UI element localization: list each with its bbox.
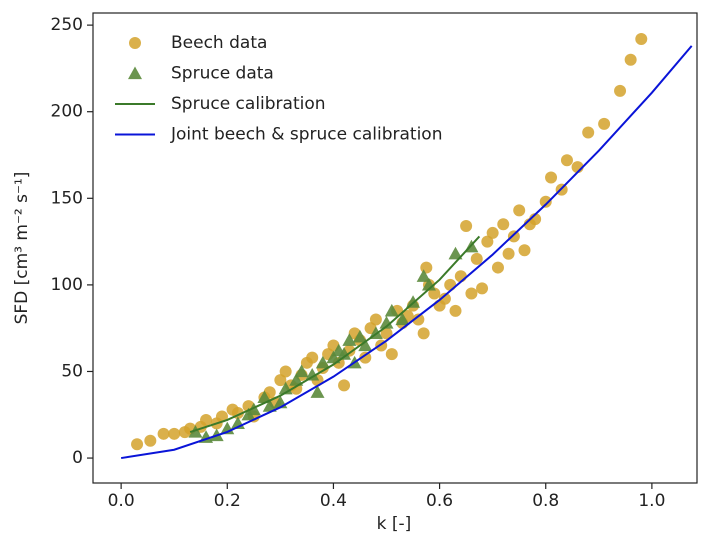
beech-point (497, 218, 510, 231)
beech-point (306, 351, 319, 364)
spruce-point (421, 277, 436, 291)
legend-label: Beech data (171, 33, 267, 53)
spruce-point (416, 269, 431, 282)
beech-point (417, 327, 430, 340)
beech-point (513, 204, 526, 217)
beech-point (491, 261, 504, 274)
legend-swatch (128, 66, 142, 80)
spruce-point (352, 329, 367, 343)
beech-point (412, 313, 425, 326)
spruce-point (310, 385, 325, 398)
beech-point (157, 427, 170, 440)
beech-point (624, 53, 637, 66)
y-tick-label: 250 (51, 15, 83, 35)
x-tick-label: 0.8 (532, 491, 559, 511)
y-tick-label: 200 (51, 102, 83, 122)
legend-label: Joint beech & spruce calibration (170, 125, 442, 145)
beech-point (428, 287, 441, 300)
beech-point (438, 292, 451, 305)
spruce-point (337, 347, 352, 360)
beech-point (274, 374, 287, 387)
spruce-point (257, 390, 272, 404)
spruce-point (262, 399, 277, 412)
beech-point (454, 270, 467, 283)
spruce-point (384, 303, 399, 317)
x-tick-label: 0.6 (426, 491, 453, 511)
spruce-point (395, 312, 410, 326)
spruce-point (342, 333, 357, 346)
legend-label: Spruce calibration (171, 94, 326, 114)
spruce-point (294, 364, 309, 378)
beech-point (582, 126, 595, 139)
beech-point (168, 427, 181, 440)
beech-point (486, 226, 499, 239)
spruce-point (406, 295, 421, 308)
calibration-line (189, 235, 481, 434)
x-tick-label: 0.4 (320, 491, 347, 511)
beech-point (560, 154, 573, 167)
beech-point (279, 365, 292, 378)
spruce-point (358, 338, 373, 352)
beech-point (359, 351, 372, 364)
beech-point (380, 327, 393, 340)
beech-point (385, 348, 398, 361)
beech-point (598, 117, 611, 130)
spruce-point (379, 315, 394, 329)
y-axis-label: SFD [cm³ m⁻² s⁻¹] (12, 172, 32, 325)
beech-point (215, 410, 228, 423)
beech-point (614, 84, 627, 97)
beech-point (369, 313, 382, 326)
x-tick-label: 0.2 (214, 491, 241, 511)
beech-point (502, 247, 515, 260)
x-tick-label: 1.0 (638, 491, 665, 511)
y-tick-label: 50 (61, 361, 83, 381)
beech-point (545, 171, 558, 184)
beech-point (518, 244, 531, 257)
beech-point (481, 235, 494, 248)
beech-point (131, 438, 144, 451)
beech-point (635, 32, 648, 45)
beech-point (420, 261, 433, 274)
beech-point (470, 252, 483, 265)
beech-point (460, 220, 473, 233)
spruce-point (448, 246, 463, 260)
beech-point (200, 413, 213, 426)
y-tick-label: 0 (72, 448, 83, 468)
spruce-point (315, 355, 330, 369)
beech-point (290, 382, 303, 395)
plot-frame (92, 12, 698, 484)
y-tick-label: 100 (51, 275, 83, 295)
beech-point (449, 304, 462, 317)
x-axis-label: k [-] (377, 514, 412, 534)
beech-point (465, 287, 478, 300)
beech-point (507, 230, 520, 243)
x-tick-label: 0.0 (108, 491, 135, 511)
beech-point (476, 282, 489, 295)
beech-point (338, 379, 351, 392)
y-tick-label: 150 (51, 188, 83, 208)
beech-point (539, 195, 552, 208)
spruce-point (326, 350, 341, 364)
legend-label: Spruce data (171, 64, 274, 84)
spruce-point (305, 367, 320, 381)
calibration-line (120, 45, 693, 460)
legend-swatch (129, 37, 141, 49)
beech-point (444, 278, 457, 291)
beech-point (144, 434, 157, 447)
spruce-point (289, 373, 304, 386)
